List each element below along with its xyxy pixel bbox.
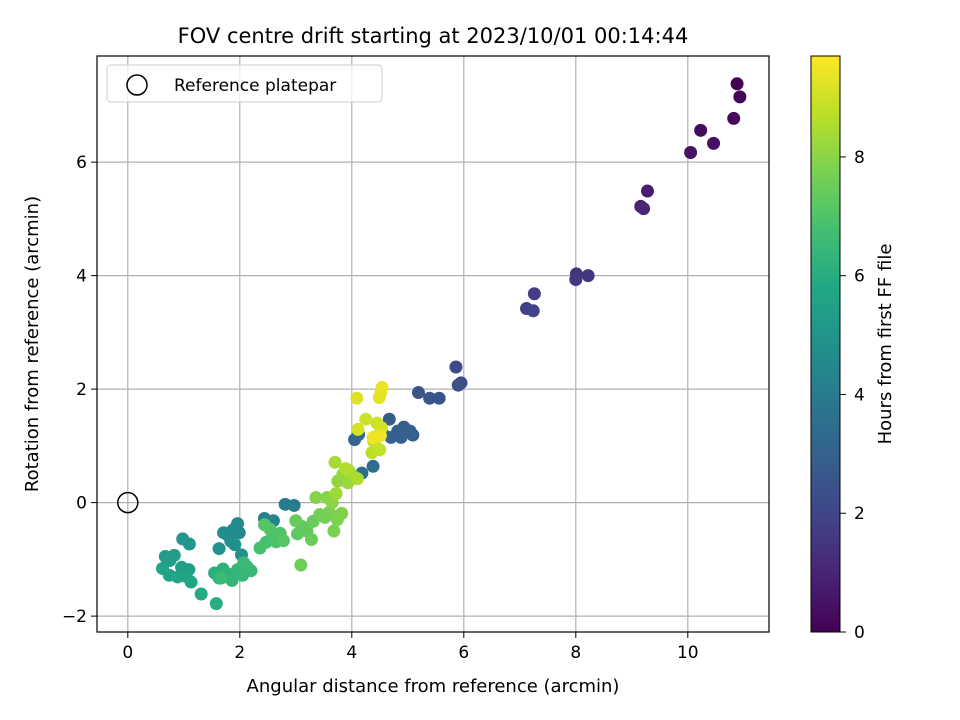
x-tick-label: 0 (122, 643, 133, 663)
data-point (423, 391, 437, 405)
plot-area: 0 2 4 6 8 10 −2 0 2 4 6 (62, 55, 770, 663)
data-point (637, 202, 651, 216)
x-tick-label: 4 (346, 643, 357, 663)
data-point (194, 587, 208, 601)
data-points (156, 77, 747, 611)
data-point (304, 532, 318, 546)
colorbar-tick-label: 8 (854, 148, 865, 168)
data-point (212, 542, 226, 556)
data-point (228, 538, 242, 552)
data-point (309, 491, 323, 505)
data-point (411, 386, 425, 400)
data-point (730, 77, 744, 91)
data-point (328, 455, 342, 469)
legend: Reference platepar (106, 64, 383, 103)
reference-marker (117, 491, 139, 514)
colorbar-tick-label: 6 (854, 267, 865, 287)
data-point (209, 597, 223, 611)
data-point (382, 412, 396, 426)
data-point (569, 273, 583, 287)
x-tick-label: 2 (234, 643, 245, 663)
data-point (278, 497, 292, 511)
colorbar-gradient (810, 55, 841, 633)
colorbar-tick-label: 0 (854, 623, 865, 643)
data-point (432, 391, 446, 405)
data-point (394, 430, 408, 444)
grid (97, 56, 769, 632)
data-point (294, 558, 308, 572)
data-point (329, 487, 343, 501)
data-point (276, 534, 290, 548)
y-axis-label: Rotation from reference (arcmin) (22, 196, 43, 492)
data-point (359, 412, 373, 426)
data-point (237, 556, 251, 570)
data-point (182, 537, 196, 551)
y-tick-label: 0 (76, 494, 87, 514)
data-point (733, 90, 747, 104)
colorbar-tick-label: 2 (854, 504, 865, 524)
x-tick-label: 6 (458, 643, 469, 663)
legend-box (106, 64, 383, 103)
data-point (640, 184, 654, 198)
data-point (366, 430, 380, 444)
data-point (581, 269, 595, 283)
plot-background (97, 56, 769, 632)
data-point (707, 136, 721, 150)
colorbar-ticks: 0 2 4 6 8 (840, 148, 865, 643)
data-point (694, 123, 708, 137)
plot-frame (96, 55, 770, 633)
data-point (335, 506, 349, 520)
data-point (451, 378, 465, 392)
data-point (257, 518, 271, 532)
data-point (375, 380, 389, 394)
data-point (289, 514, 303, 528)
data-point (225, 573, 239, 587)
data-point (350, 391, 364, 405)
data-point (214, 571, 228, 585)
colorbar-tick-label: 4 (854, 385, 865, 405)
legend-marker-icon (126, 74, 148, 96)
data-point (526, 304, 540, 318)
y-tick-label: 4 (76, 267, 87, 287)
x-tick-label: 8 (570, 643, 581, 663)
data-point (351, 422, 365, 436)
legend-entry-label: Reference platepar (174, 76, 336, 96)
y-tick-label: −2 (62, 607, 87, 627)
data-point (217, 526, 231, 540)
data-point (339, 462, 353, 476)
data-point (327, 524, 341, 538)
y-tick-label: 6 (76, 153, 87, 173)
data-point (527, 287, 541, 301)
colorbar-label: Hours from first FF file (875, 244, 896, 445)
data-point (684, 145, 698, 159)
data-point (406, 428, 420, 442)
colorbar: 0 2 4 6 8 Hours from first FF file (810, 55, 896, 643)
data-point (366, 459, 380, 473)
y-tick-label: 2 (76, 380, 87, 400)
data-point (184, 575, 198, 589)
x-axis-ticks: 0 2 4 6 8 10 (122, 632, 699, 663)
chart-title: FOV centre drift starting at 2023/10/01 … (178, 24, 689, 48)
data-point (727, 111, 741, 125)
data-point (350, 472, 364, 486)
y-axis-ticks: −2 0 2 4 6 (62, 153, 97, 627)
x-tick-label: 10 (677, 643, 699, 663)
reference-platepar-marker (117, 491, 139, 514)
data-point (449, 360, 463, 374)
x-axis-label: Angular distance from reference (arcmin) (247, 676, 620, 697)
